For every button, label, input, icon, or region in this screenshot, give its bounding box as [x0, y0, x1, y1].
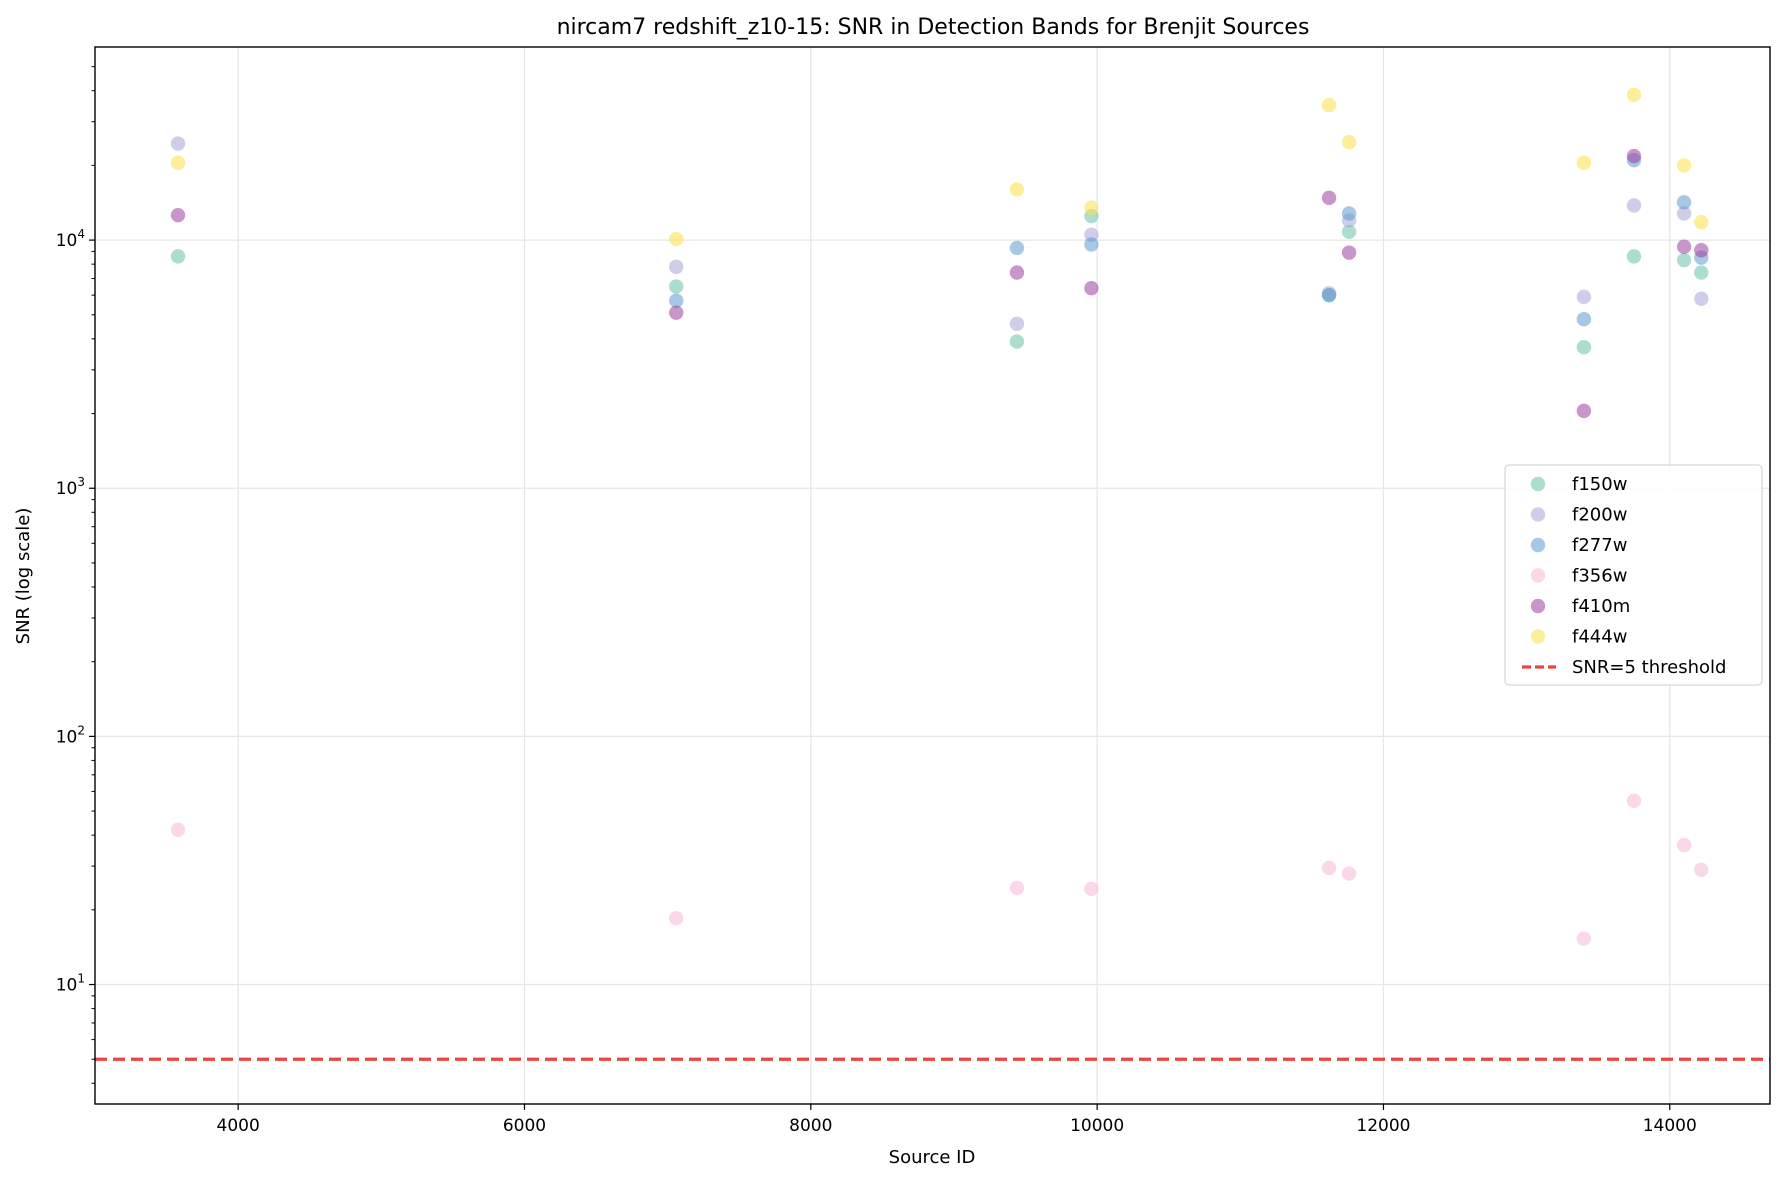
legend-marker-f444w — [1530, 629, 1546, 644]
point-f410m — [669, 305, 684, 320]
legend-marker-f277w — [1530, 537, 1546, 553]
point-f444w — [1694, 215, 1709, 230]
point-f277w — [1009, 240, 1025, 256]
point-f356w — [1321, 860, 1337, 876]
point-f356w — [1694, 862, 1709, 877]
point-f410m — [1576, 403, 1592, 419]
point-f150w — [1676, 252, 1692, 268]
plot-frame — [94, 46, 1771, 1105]
point-f150w — [1341, 224, 1357, 239]
point-f356w — [1084, 881, 1099, 897]
point-f150w — [170, 249, 186, 264]
x-tick-label: 6000 — [503, 1116, 546, 1136]
point-f200w — [669, 259, 684, 275]
point-f277w — [1341, 206, 1357, 221]
point-f277w — [1084, 237, 1099, 252]
point-f277w — [669, 293, 684, 308]
legend-label-f444w: f444w — [1572, 627, 1627, 648]
point-f444w — [1341, 135, 1357, 150]
y-tick-label: 102 — [56, 723, 85, 747]
point-f410m — [1676, 239, 1692, 254]
point-f277w — [1321, 287, 1337, 303]
legend-marker-f356w — [1530, 568, 1546, 583]
point-f410m — [170, 207, 186, 223]
legend-marker-f200w — [1530, 507, 1546, 522]
y-axis-ticks: 101 102 103 104 — [56, 66, 95, 1084]
point-f410m — [1321, 190, 1337, 206]
point-f277w — [1576, 311, 1592, 327]
legend-label-f277w: f277w — [1572, 535, 1627, 556]
point-f356w — [1576, 931, 1592, 946]
point-f410m — [1341, 245, 1357, 260]
point-f150w — [669, 279, 684, 294]
legend-label-f200w: f200w — [1572, 505, 1627, 526]
data-points — [170, 87, 1709, 946]
legend: f150w f200w f277w f356w f410m f444w SNR=5 thre… — [1504, 464, 1763, 686]
point-f150w — [1694, 265, 1709, 280]
x-tick-label: 12000 — [1356, 1116, 1410, 1136]
point-f277w — [1676, 195, 1692, 210]
point-f200w — [170, 136, 186, 151]
point-f356w — [1341, 866, 1357, 881]
point-f444w — [1084, 200, 1099, 215]
point-f444w — [1009, 182, 1025, 197]
legend-label-f410m: f410m — [1572, 596, 1630, 617]
y-tick-label: 104 — [56, 227, 85, 251]
point-f356w — [170, 822, 186, 838]
x-tick-label: 8000 — [789, 1116, 832, 1136]
point-f444w — [669, 231, 684, 247]
x-tick-label: 14000 — [1643, 1116, 1697, 1136]
point-f444w — [170, 155, 186, 170]
point-f444w — [1321, 97, 1337, 113]
x-tick-label: 10000 — [1070, 1116, 1124, 1136]
legend-box — [1504, 464, 1763, 686]
point-f356w — [1626, 793, 1642, 809]
point-f200w — [1626, 198, 1642, 213]
point-f410m — [1694, 243, 1709, 258]
point-f356w — [669, 911, 684, 926]
point-f356w — [1009, 880, 1025, 896]
point-f150w — [1576, 340, 1592, 355]
legend-label-f356w: f356w — [1572, 566, 1627, 587]
x-axis-label: Source ID — [889, 1147, 976, 1168]
point-f150w — [1626, 249, 1642, 264]
legend-marker-f410m — [1530, 598, 1546, 614]
point-f410m — [1084, 280, 1099, 296]
legend-label-f150w: f150w — [1572, 474, 1627, 495]
legend-label-threshold: SNR=5 threshold — [1572, 657, 1726, 678]
point-f200w — [1694, 291, 1709, 306]
y-axis-label: SNR (log scale) — [13, 508, 34, 645]
legend-marker-f150w — [1530, 476, 1546, 492]
x-tick-label: 4000 — [217, 1116, 260, 1136]
point-f444w — [1676, 158, 1692, 173]
point-f200w — [1676, 206, 1692, 221]
point-f200w — [1576, 289, 1592, 305]
chart-title: nircam7 redshift_z10-15: SNR in Detectio… — [557, 15, 1310, 40]
point-f410m — [1626, 148, 1642, 164]
point-f150w — [1009, 334, 1025, 349]
point-f200w — [1009, 316, 1025, 331]
point-f444w — [1626, 87, 1642, 103]
y-tick-label: 103 — [56, 475, 85, 499]
x-axis-ticks: 4000 6000 8000 10000 12000 14000 — [217, 1104, 1697, 1136]
y-tick-label: 101 — [56, 972, 85, 996]
point-f356w — [1676, 837, 1692, 853]
point-f444w — [1576, 155, 1592, 170]
point-f410m — [1009, 265, 1025, 280]
